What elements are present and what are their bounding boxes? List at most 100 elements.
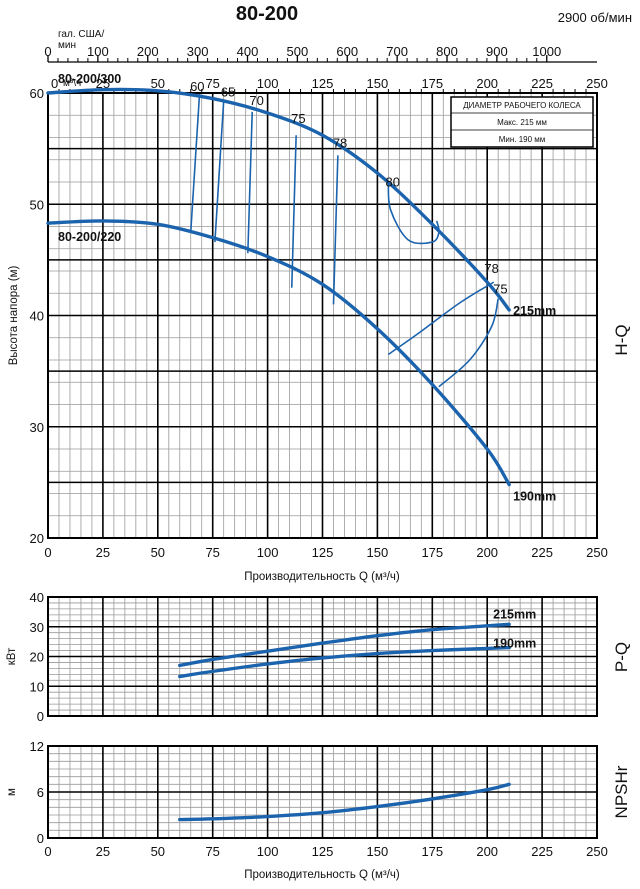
y-tick-label: 20 — [30, 531, 44, 546]
x-tick-label: 175 — [421, 844, 443, 859]
gal-axis-tick-label: 1000 — [532, 44, 561, 59]
efficiency-iso-line — [332, 155, 339, 305]
y-tick-label: 0 — [37, 831, 44, 846]
efficiency-label: 78 — [333, 136, 347, 151]
m3-axis-tick-label: 175 — [421, 76, 443, 91]
efficiency-label: 78 — [484, 261, 498, 276]
efficiency-iso-line — [438, 298, 499, 388]
m3-unit-label: м³\ч — [63, 78, 81, 89]
impeller-diameter-legend: ДИАМЕТР РАБОЧЕГО КОЛЕСА Макс. 215 мм Мин… — [450, 96, 594, 148]
curve-215mm — [178, 622, 511, 668]
x-tick-label: 225 — [531, 844, 553, 859]
panel-frame — [47, 92, 598, 539]
efficiency-iso-line — [247, 111, 254, 254]
panel-h-q: 20 30 40 50 60 Высота напора (м) H-Q 0 25 50 75 100… — [8, 72, 631, 583]
legend-title: ДИАМЕТР РАБОЧЕГО КОЛЕСА — [463, 101, 581, 110]
x-tick-label: 150 — [367, 844, 389, 859]
gal-unit-line2: мин — [58, 40, 76, 51]
y-tick-label: 10 — [30, 679, 44, 694]
efficiency-label: 65 — [221, 84, 235, 99]
x-tick-label: 225 — [531, 545, 553, 560]
efficiency-iso-line — [214, 100, 225, 243]
panel-frame — [47, 596, 598, 717]
gal-axis-tick-label: 500 — [287, 44, 309, 59]
y-tick-label: 30 — [30, 420, 44, 435]
curve-190mm — [46, 219, 511, 487]
x-tick-label: 100 — [257, 545, 279, 560]
y-tick-label: 0 — [37, 709, 44, 724]
m3-axis-tick-label: 200 — [476, 76, 498, 91]
efficiency-label: 75 — [493, 281, 507, 296]
curve-215mm — [46, 87, 511, 312]
m3-axis-tick-label: 25 — [96, 76, 110, 91]
gal-axis-tick-label: 700 — [386, 44, 408, 59]
m3-axis-tick-label: 125 — [312, 76, 334, 91]
y-tick-label: 40 — [30, 309, 44, 324]
efficiency-iso-line — [189, 94, 201, 233]
side-label: P-Q — [612, 642, 631, 672]
y-tick-label: 40 — [30, 590, 44, 605]
gal-unit-line1: гал. США/ — [58, 29, 104, 40]
efficiency-label: 75 — [291, 111, 305, 126]
curve-label: 80-200/300 — [58, 72, 121, 86]
gal-axis-tick-label: 0 — [44, 44, 51, 59]
y-axis-label: кВт — [6, 647, 18, 665]
x-tick-label: 50 — [151, 844, 165, 859]
curve-label: 80-200/220 — [58, 230, 121, 244]
x-axis-label: Производительность Q (м³/ч) — [244, 869, 400, 881]
curve-npsh — [178, 782, 511, 822]
x-tick-label: 100 — [257, 844, 279, 859]
x-tick-label: 250 — [586, 545, 608, 560]
x-tick-label: 125 — [312, 844, 334, 859]
x-tick-label: 0 — [44, 545, 51, 560]
chart-title: 80-200 — [236, 3, 298, 25]
x-tick-label: 75 — [205, 844, 219, 859]
speed-label: 2900 об/мин — [558, 10, 632, 25]
y-axis-label: Высота напора (м) — [8, 266, 20, 366]
panel-npshr: 0 6 12 м NPSHr 0 25 50 75 100 125 150 175 200 225 250 Пр… — [6, 739, 631, 881]
series-label: 190mm — [513, 490, 556, 504]
m3-axis-tick-label: 225 — [531, 76, 553, 91]
panel-p-q: 0 10 20 30 40 кВт P-Q 215mm 190mm — [6, 590, 631, 724]
legend-min: Мин. 190 мм — [499, 135, 546, 144]
x-tick-label: 25 — [96, 844, 110, 859]
top-axes: 0 100 200 300 400 500 600 700 800 900 1000 0 25 50 75 1… — [44, 44, 608, 94]
gal-axis-tick-label: 300 — [187, 44, 209, 59]
y-tick-label: 20 — [30, 650, 44, 665]
series-label: 215mm — [493, 607, 536, 621]
efficiency-label: 80 — [386, 174, 400, 189]
x-tick-label: 0 — [44, 844, 51, 859]
m3-axis-tick-label: 75 — [205, 76, 219, 91]
series-label: 215mm — [513, 304, 556, 318]
m3-axis-tick-label: 250 — [586, 76, 608, 91]
gal-axis-tick-label: 200 — [137, 44, 159, 59]
efficiency-label: 70 — [249, 93, 263, 108]
side-label: NPSHr — [612, 765, 631, 818]
y-tick-label: 30 — [30, 620, 44, 635]
gal-axis-tick-label: 900 — [486, 44, 508, 59]
legend-max: Макс. 215 мм — [497, 118, 547, 127]
x-tick-label: 150 — [367, 545, 389, 560]
x-tick-label: 50 — [151, 545, 165, 560]
curve-190mm — [178, 645, 511, 679]
m3-axis-tick-label: 50 — [151, 76, 165, 91]
x-tick-label: 200 — [476, 545, 498, 560]
y-tick-label: 12 — [30, 739, 44, 754]
side-label: H-Q — [612, 324, 631, 355]
x-tick-label: 75 — [205, 545, 219, 560]
x-tick-label: 200 — [476, 844, 498, 859]
x-axis-label: Производительность Q (м³/ч) — [244, 571, 400, 583]
m3-axis-tick-label: 150 — [367, 76, 389, 91]
efficiency-iso-line — [387, 281, 495, 356]
y-tick-label: 50 — [30, 197, 44, 212]
x-tick-label: 175 — [421, 545, 443, 560]
efficiency-label: 60 — [190, 79, 204, 94]
gal-axis-tick-label: 100 — [87, 44, 109, 59]
y-tick-label: 60 — [30, 86, 44, 101]
series-label: 190mm — [493, 637, 536, 651]
gal-axis-tick-label: 800 — [436, 44, 458, 59]
x-tick-label: 25 — [96, 545, 110, 560]
m3-axis-tick-label: 100 — [257, 76, 279, 91]
